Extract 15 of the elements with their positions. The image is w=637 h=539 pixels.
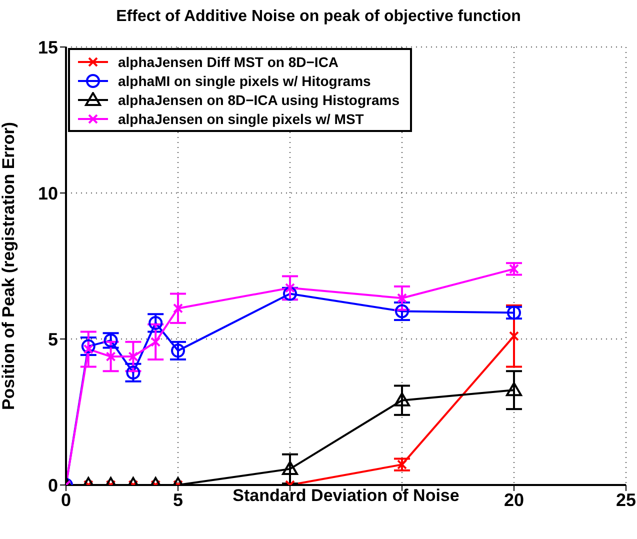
x-tick-label: 5 xyxy=(172,490,184,510)
legend-label: alphaMI on single pixels w/ Hitograms xyxy=(118,72,371,88)
chart-title: Effect of Additive Noise on peak of objective function xyxy=(115,8,522,26)
y-tick-label: 5 xyxy=(48,329,58,350)
x-tick-label: 20 xyxy=(504,490,524,510)
legend-label: alphaJensen Diff MST on 8D−ICA xyxy=(118,54,339,70)
x-tick-label: 25 xyxy=(616,490,636,510)
legend-label: alphaJensen on single pixels w/ MST xyxy=(118,110,364,126)
y-tick-label: 0 xyxy=(48,475,58,496)
y-tick-label: 10 xyxy=(38,183,58,204)
x-axis-title: Standard Deviation of Noise xyxy=(232,486,460,505)
y-axis-title: Position of Peak (registration Error) xyxy=(0,122,18,410)
x-tick-label: 0 xyxy=(60,490,72,510)
legend-label: alphaJensen on 8D−ICA using Histograms xyxy=(118,92,400,108)
y-tick-label: 15 xyxy=(38,37,58,58)
